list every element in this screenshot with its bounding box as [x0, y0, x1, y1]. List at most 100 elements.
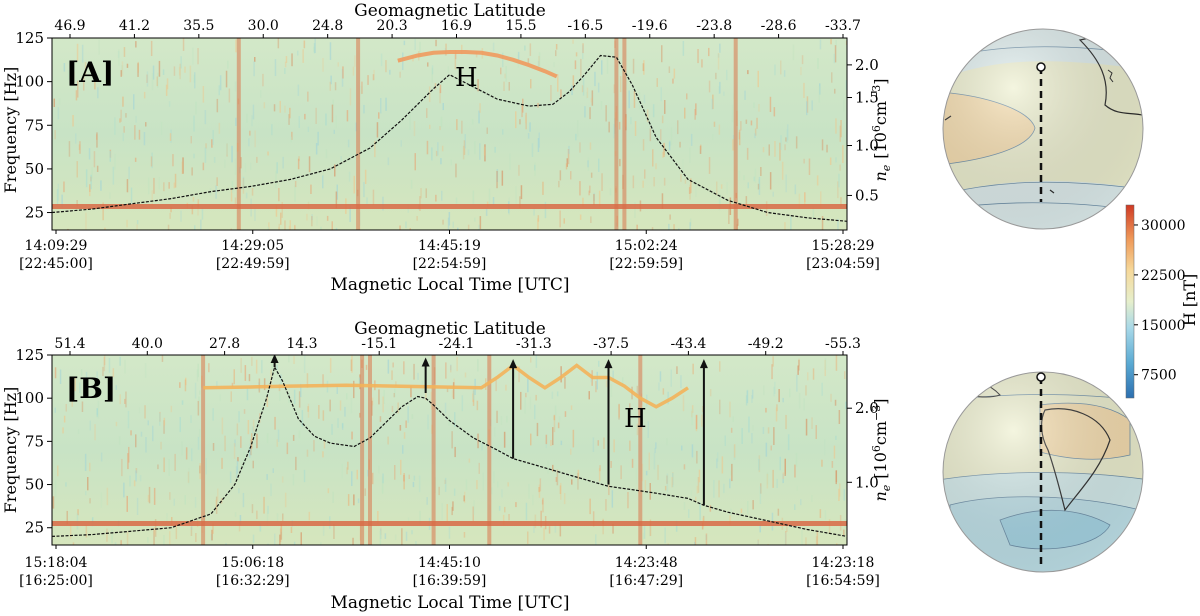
spectrogram-speckle — [136, 497, 139, 515]
spectrogram-speckle — [215, 496, 218, 514]
spectrogram-speckle — [442, 219, 444, 225]
spectrogram-speckle — [239, 515, 242, 525]
spectrogram-speckle — [660, 87, 662, 102]
spectrogram-speckle — [259, 523, 262, 532]
spectrogram-speckle — [219, 75, 222, 91]
spectrogram-speckle — [123, 47, 126, 57]
spectrogram-speckle — [360, 85, 363, 95]
spectrogram-speckle — [556, 391, 559, 397]
spectrogram-speckle — [333, 524, 335, 539]
spectrogram-speckle — [251, 504, 254, 514]
spectrogram-speckle — [694, 537, 697, 545]
spectrogram-speckle — [636, 224, 638, 230]
spectrogram-speckle — [718, 124, 721, 135]
spectrogram-speckle — [730, 470, 732, 476]
spectrogram-speckle — [559, 523, 562, 537]
spectrogram-speckle — [745, 119, 748, 124]
spectrogram-speckle — [170, 206, 172, 213]
spectrogram-speckle — [252, 460, 254, 469]
spectrogram-speckle — [204, 110, 207, 125]
spectrogram-speckle — [444, 477, 447, 492]
spectrogram-speckle — [168, 182, 170, 189]
spectrogram-speckle — [582, 77, 585, 96]
spectrogram-speckle — [76, 161, 78, 178]
spectrogram-speckle — [147, 494, 150, 502]
top-tick-label: 24.8 — [312, 18, 343, 34]
spectrogram-speckle — [440, 158, 442, 165]
spectrogram-speckle — [681, 445, 683, 451]
spectrogram-speckle — [483, 146, 486, 156]
spectrogram-speckle — [399, 71, 401, 78]
spectrogram-speckle — [253, 61, 255, 77]
spectrogram-speckle — [598, 360, 600, 367]
spectrogram-speckle — [197, 48, 199, 65]
spectrogram-speckle — [261, 360, 263, 374]
spectrogram-speckle — [588, 391, 590, 400]
spectrogram-speckle — [835, 355, 838, 371]
spectrogram-speckle — [592, 437, 595, 452]
spectrogram-speckle — [333, 129, 335, 134]
spectrogram-speckle — [642, 139, 645, 151]
spectrogram-speckle — [838, 488, 840, 501]
spectrogram-speckle — [675, 520, 678, 532]
spectrogram-speckle — [501, 489, 503, 498]
spectrogram-speckle — [181, 161, 184, 174]
spectrogram-speckle — [165, 84, 168, 96]
top-tick-label: 40.0 — [132, 336, 163, 352]
top-tick-label: 15.5 — [505, 18, 536, 34]
spectrogram-speckle — [336, 184, 338, 200]
spectrogram-speckle — [439, 87, 441, 104]
spectrogram-speckle — [242, 492, 245, 508]
spectrogram-speckle — [202, 162, 205, 171]
spectrogram-speckle — [112, 368, 115, 378]
spectrogram-speckle — [785, 414, 787, 430]
top-tick-label: 35.5 — [183, 18, 214, 34]
spectrogram-speckle — [284, 68, 286, 74]
spectrogram-speckle — [135, 41, 137, 48]
x-tick-utc-label: [16:47:29] — [609, 573, 683, 589]
spectrogram-speckle — [279, 383, 281, 401]
x-tick-utc-label: [16:32:29] — [216, 573, 290, 589]
spectrogram-speckle — [85, 212, 87, 230]
spectrogram-speckle — [708, 80, 711, 93]
spectrogram-speckle — [426, 140, 429, 155]
spectrogram-speckle — [565, 163, 568, 170]
spectrogram-speckle — [811, 417, 813, 429]
spectrogram-speckle — [554, 522, 557, 533]
spectrogram-speckle — [420, 188, 422, 199]
spectrogram-speckle — [320, 542, 322, 545]
spectrogram-speckle — [634, 202, 636, 218]
spectrogram-speckle — [266, 509, 269, 527]
spectrogram-speckle — [462, 145, 465, 160]
spectrogram-speckle — [331, 104, 334, 123]
spectrogram-speckle — [100, 452, 103, 462]
spectrogram-speckle — [786, 523, 788, 532]
spectrogram-speckle — [227, 60, 229, 69]
spectrogram-speckle — [251, 433, 253, 449]
spectrogram-speckle — [769, 172, 772, 190]
spectrogram-speckle — [835, 435, 837, 440]
spectrogram-speckle — [410, 179, 413, 189]
spectrogram-speckle — [668, 66, 671, 73]
spectrogram-speckle — [331, 105, 334, 111]
spectrogram-speckle — [837, 181, 839, 199]
spectrogram-speckle — [605, 499, 607, 511]
spectrogram-speckle — [689, 184, 691, 200]
spectrogram-speckle — [839, 164, 841, 171]
spectrogram-speckle — [128, 446, 130, 463]
spectrogram-speckle — [115, 421, 118, 427]
spectrogram-speckle — [590, 377, 592, 383]
spectrogram-speckle — [218, 122, 221, 134]
spectrogram-speckle — [686, 93, 688, 100]
spectrogram-speckle — [751, 433, 753, 444]
band-line-a — [52, 204, 847, 209]
spectrogram-speckle — [251, 426, 254, 441]
vertical-stripe — [431, 355, 436, 545]
spectrogram-speckle — [564, 411, 567, 417]
spectrogram-speckle — [753, 102, 755, 108]
spectrogram-speckle — [545, 434, 548, 445]
spectrogram-speckle — [195, 533, 197, 542]
top-tick-label: -15.1 — [361, 336, 397, 352]
spectrogram-speckle — [586, 87, 589, 98]
spectrogram-speckle — [251, 115, 253, 127]
